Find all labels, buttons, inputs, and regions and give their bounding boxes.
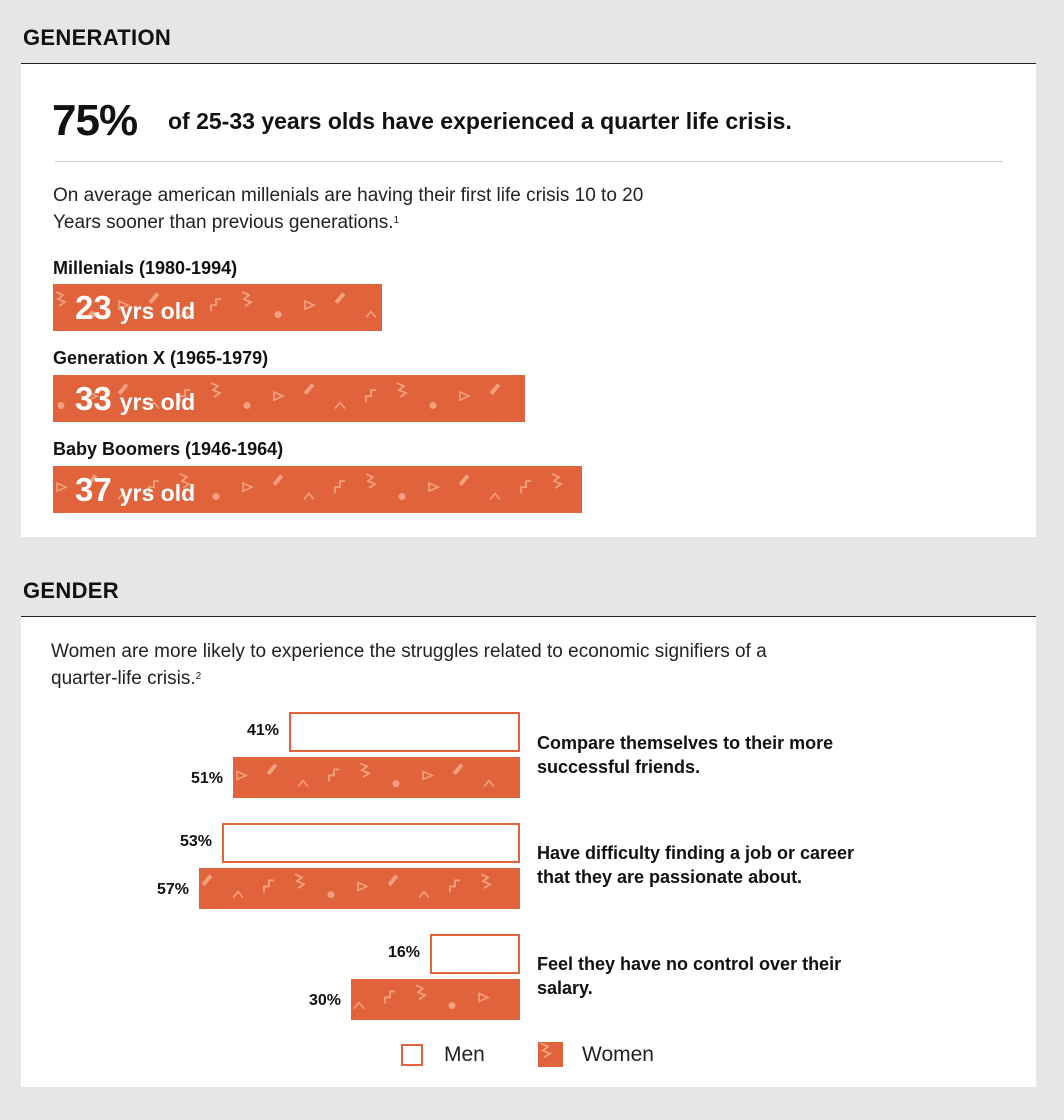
men-bar bbox=[430, 934, 520, 974]
men-value-label: 16% bbox=[387, 944, 420, 961]
generation-bar-value: 23 bbox=[75, 289, 112, 326]
generation-bar-unit: yrs old bbox=[119, 298, 196, 324]
women-value-label: 30% bbox=[308, 992, 341, 1009]
men-value-label: 53% bbox=[179, 833, 212, 850]
generation-paragraph-line1: On average american millenials are havin… bbox=[53, 185, 644, 206]
generation-bar-unit: yrs old bbox=[119, 389, 196, 415]
generation-section-title: GENERATION bbox=[23, 25, 172, 50]
generation-bar-unit: yrs old bbox=[119, 480, 196, 506]
bar-pattern bbox=[201, 873, 492, 899]
gender-section-title: GENDER bbox=[23, 578, 119, 603]
generation-paragraph: On average american millenials are havin… bbox=[53, 182, 643, 236]
legend-women-label: Women bbox=[582, 1043, 654, 1066]
women-value-label: 57% bbox=[156, 881, 189, 898]
legend-men-swatch bbox=[401, 1044, 423, 1066]
generation-paragraph-line2-text: Years sooner than previous generations. bbox=[53, 212, 394, 233]
generation-bar: 23 yrs old bbox=[53, 284, 382, 331]
footnote-2: 2 bbox=[195, 671, 202, 682]
gender-paragraph-line2: quarter-life crisis.2 bbox=[51, 665, 767, 692]
gender-paragraph-line1: Women are more likely to experience the … bbox=[51, 641, 767, 662]
gender-paragraph: Women are more likely to experience the … bbox=[51, 638, 767, 692]
men-bar bbox=[222, 823, 520, 863]
women-bar bbox=[233, 757, 520, 798]
gender-category-line: that they are passionate about. bbox=[537, 867, 803, 887]
gender-category-line: Feel they have no control over their bbox=[537, 954, 842, 974]
generation-bar: 37 yrs old bbox=[53, 466, 582, 513]
bar-pattern bbox=[353, 984, 490, 1010]
legend-women-swatch bbox=[538, 1042, 563, 1067]
bar-pattern bbox=[57, 382, 501, 410]
bar-pattern bbox=[236, 762, 495, 788]
gender-category-label: Feel they have no control over their sala… bbox=[537, 952, 841, 1000]
generation-section-rule bbox=[21, 63, 1036, 64]
women-bar bbox=[199, 868, 520, 909]
gender-category-line: salary. bbox=[537, 978, 593, 998]
headline-percent: 75% bbox=[52, 96, 138, 145]
headline-text: of 25-33 years olds have experienced a q… bbox=[168, 108, 792, 134]
bar-pattern bbox=[56, 473, 563, 501]
men-value-label: 41% bbox=[246, 722, 279, 739]
generation-bar-label: 33 yrs old bbox=[75, 375, 195, 422]
gender-card bbox=[21, 617, 1036, 1087]
generation-category-label: Generation X (1965-1979) bbox=[53, 348, 269, 368]
generation-category-label: Baby Boomers (1946-1964) bbox=[53, 439, 284, 459]
bar-pattern bbox=[55, 291, 377, 319]
women-value-label: 51% bbox=[190, 770, 223, 787]
generation-bar-value: 37 bbox=[75, 471, 112, 508]
generation-bar-label: 23 yrs old bbox=[75, 284, 195, 331]
gender-category-line: Compare themselves to their more bbox=[537, 733, 834, 753]
women-bar bbox=[351, 979, 520, 1020]
generation-bar: 33 yrs old bbox=[53, 375, 525, 422]
generation-category-label: Millenials (1980-1994) bbox=[53, 258, 238, 278]
generation-paragraph-line2: Years sooner than previous generations.1 bbox=[53, 209, 643, 236]
gender-category-line: successful friends. bbox=[537, 757, 701, 777]
generation-bar-value: 33 bbox=[75, 380, 112, 417]
bar-pattern bbox=[540, 1042, 552, 1059]
gender-paragraph-line2-text: quarter-life crisis. bbox=[51, 668, 196, 689]
headline-divider bbox=[55, 161, 1003, 162]
men-bar bbox=[289, 712, 520, 752]
generation-bar-label: 37 yrs old bbox=[75, 466, 195, 513]
footnote-1: 1 bbox=[393, 215, 400, 226]
gender-category-label: Have difficulty finding a job or career t… bbox=[537, 841, 854, 889]
legend-men-label: Men bbox=[444, 1043, 485, 1066]
gender-category-line: Have difficulty finding a job or career bbox=[537, 843, 855, 863]
gender-category-label: Compare themselves to their more successf… bbox=[537, 731, 833, 779]
gender-section-rule bbox=[21, 616, 1036, 617]
